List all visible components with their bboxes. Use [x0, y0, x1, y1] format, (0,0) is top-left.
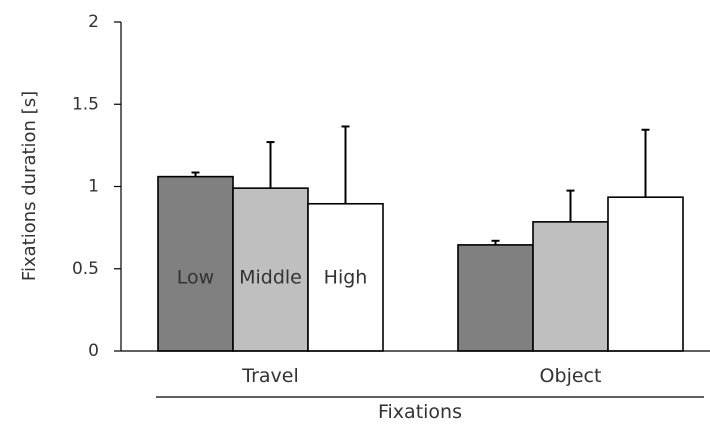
y-axis-title: Fixations duration [s] [19, 91, 40, 281]
error-bars [191, 125, 650, 245]
category-label-object: Object [540, 365, 602, 387]
series-label-low: Low [177, 267, 214, 289]
series-labels: Low Middle High [177, 267, 368, 289]
series-label-high: High [324, 267, 368, 289]
y-tick-label: 1 [88, 177, 99, 197]
y-tick-label: 0 [88, 341, 99, 361]
bar-object-high [607, 196, 684, 352]
y-tick-label: 2 [88, 12, 99, 32]
bar-travel-middle [232, 187, 309, 352]
bar-series [157, 175, 684, 352]
bar-object-middle [532, 221, 609, 352]
bar-travel-low [157, 175, 234, 352]
x-axis-category-labels: Travel Object [241, 365, 601, 387]
y-axis-title-group: Fixations duration [s] [19, 91, 40, 281]
y-axis-ticks: 0 0.5 1 1.5 2 [72, 12, 121, 361]
series-label-middle: Middle [239, 267, 302, 289]
bar-object-low [457, 244, 534, 352]
x-axis-title: Fixations [378, 401, 462, 423]
y-tick-label: 0.5 [72, 259, 99, 279]
y-tick-label: 1.5 [72, 94, 99, 114]
category-label-travel: Travel [241, 365, 298, 387]
